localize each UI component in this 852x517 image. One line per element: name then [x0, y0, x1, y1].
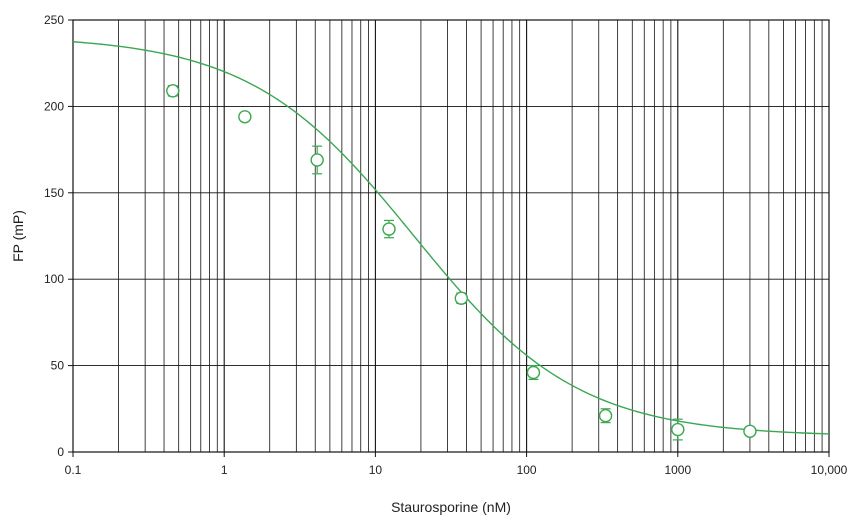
y-tick-label: 200: [44, 99, 64, 113]
data-point: [671, 418, 685, 441]
point-marker: [310, 153, 324, 167]
plot-frame: [72, 19, 830, 453]
y-axis-title: FP (mP): [10, 210, 26, 262]
y-tick-label: 100: [44, 272, 64, 286]
point-marker: [238, 110, 252, 124]
point-marker: [671, 422, 685, 437]
data-point: [238, 110, 252, 124]
x-tick-label: 1000: [664, 463, 691, 477]
y-tick-labels: 0 50 100 150 200 250: [44, 13, 73, 459]
fit-curve: [72, 41, 830, 435]
x-tick-label: 10: [369, 463, 383, 477]
data-point: [382, 219, 396, 239]
point-marker: [598, 409, 613, 423]
x-tick-labels: 0.1 1 10 100 1000 10,000: [65, 452, 848, 477]
y-tick-label: 0: [57, 445, 64, 459]
x-tick-label: 1: [221, 463, 228, 477]
grid-lines: [73, 19, 829, 453]
data-points: [166, 84, 757, 441]
data-point: [310, 145, 324, 175]
data-point: [526, 365, 541, 381]
point-marker: [743, 424, 757, 438]
data-point: [598, 408, 613, 424]
point-marker: [526, 365, 541, 380]
x-tick-label: 0.1: [65, 463, 82, 477]
y-tick-label: 250: [44, 13, 64, 27]
point-marker: [382, 222, 396, 236]
data-point: [166, 84, 180, 98]
x-axis-title: Staurosporine (nM): [391, 499, 511, 515]
data-point: [454, 291, 469, 305]
point-marker: [454, 291, 469, 305]
point-marker: [166, 84, 180, 98]
data-point: [743, 424, 757, 438]
y-tick-label: 150: [44, 186, 64, 200]
x-tick-label: 100: [517, 463, 537, 477]
y-tick-label: 50: [51, 359, 65, 373]
x-tick-label: 10,000: [811, 463, 848, 477]
